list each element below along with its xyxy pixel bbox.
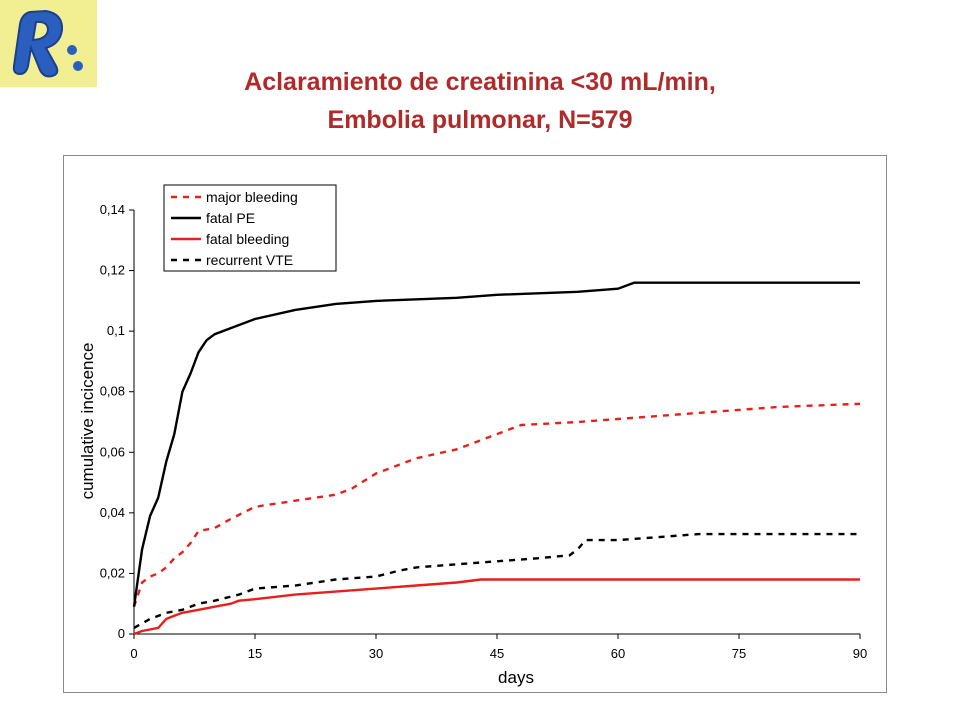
y-axis-title: cumulative incicence [78, 343, 97, 500]
legend-label: fatal bleeding [206, 231, 289, 247]
series-line-recurrent-vte [133, 532, 860, 629]
series-line-fatal-bleeding [133, 578, 860, 636]
chart-frame [63, 155, 887, 693]
y-tick-label: 0,1 [107, 323, 125, 338]
x-tick-label: 0 [130, 646, 137, 661]
series-line-fatal-pe [132, 281, 860, 607]
x-tick-label: 75 [732, 646, 746, 661]
x-axis-title: days [498, 668, 534, 687]
legend: major bleeding fatal PE fatal bleeding recu… [163, 184, 337, 272]
legend-label: fatal PE [206, 210, 255, 226]
legend-label: recurrent VTE [206, 252, 293, 268]
series-layer [132, 281, 861, 636]
series-line-major-bleeding [132, 402, 861, 608]
y-tick-label: 0 [118, 626, 125, 641]
y-tick-label: 0,02 [100, 565, 125, 580]
x-tick-label: 30 [369, 646, 383, 661]
y-tick-label: 0,04 [100, 505, 125, 520]
y-tick-label: 0,12 [100, 263, 125, 278]
logo [0, 0, 97, 87]
y-tick-label: 0,14 [100, 202, 125, 217]
page-title-line2: Embolia pulmonar, N=579 [327, 106, 633, 134]
logo-r-icon [12, 9, 83, 78]
x-tick-label: 90 [853, 646, 867, 661]
axes: 0 0,02 0,04 0,06 0,08 0,1 0,12 0,14 0 15 30 45 60 75 9… [100, 202, 868, 661]
page-title-line1: Aclaramiento de creatinina <30 mL/min, [244, 68, 716, 96]
y-tick-label: 0,08 [100, 384, 125, 399]
x-tick-label: 45 [490, 646, 504, 661]
x-tick-label: 60 [611, 646, 625, 661]
legend-box [163, 184, 337, 272]
legend-label: major bleeding [206, 189, 298, 205]
y-tick-label: 0,06 [100, 444, 125, 459]
x-tick-label: 15 [248, 646, 262, 661]
